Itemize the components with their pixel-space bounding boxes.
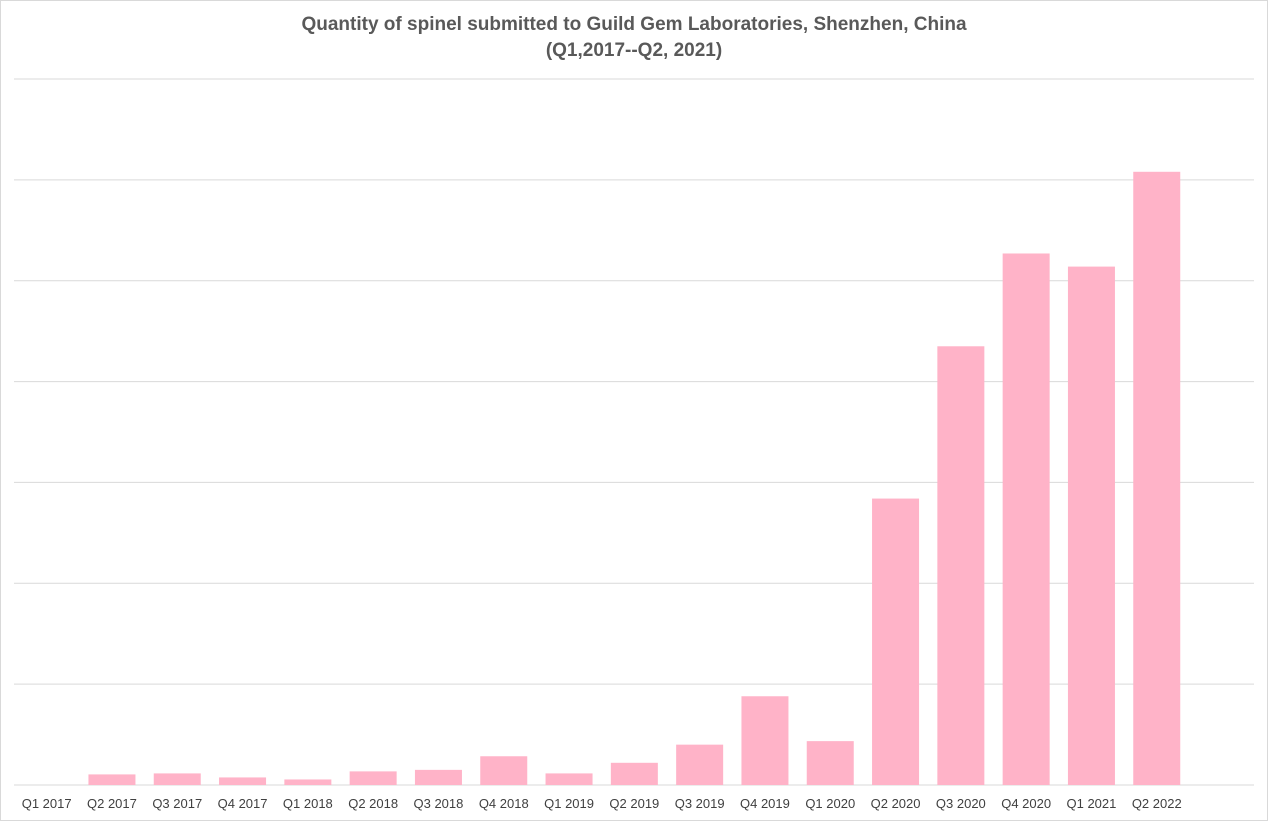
x-tick-label: Q1 2020: [805, 796, 855, 811]
x-tick-label: Q2 2018: [348, 796, 398, 811]
x-tick-label: Q1 2019: [544, 796, 594, 811]
bar: [1133, 171, 1181, 785]
x-tick-label: Q3 2020: [936, 796, 986, 811]
x-tick-label: Q4 2020: [1001, 796, 1051, 811]
bar: [937, 346, 985, 785]
chart-title: Quantity of spinel submitted to Guild Ge…: [301, 14, 967, 35]
bar: [414, 769, 462, 785]
x-tick-labels: Q1 2017 Q2 2017 Q3 2017 Q4 2017 Q1 2018 Q2 20…: [22, 796, 1182, 811]
bar: [1002, 253, 1050, 786]
bar: [872, 498, 920, 785]
bar: [284, 779, 332, 785]
bar: [88, 774, 136, 785]
bar: [153, 773, 201, 785]
bar: [219, 777, 267, 785]
bar: [806, 741, 854, 785]
x-tick-label: Q3 2017: [152, 796, 202, 811]
x-tick-label: Q2 2017: [87, 796, 137, 811]
bar: [610, 762, 658, 785]
bar: [1067, 266, 1115, 785]
bar: [741, 696, 789, 785]
x-tick-label: Q1 2018: [283, 796, 333, 811]
bar: [480, 756, 528, 785]
x-tick-label: Q4 2017: [218, 796, 268, 811]
bars: [88, 171, 1181, 786]
x-tick-label: Q2 2022: [1132, 796, 1182, 811]
bar: [545, 773, 593, 785]
x-tick-label: Q4 2018: [479, 796, 529, 811]
x-tick-label: Q3 2019: [675, 796, 725, 811]
chart-title-block: Quantity of spinel submitted to Guild Ge…: [0, 12, 1268, 64]
x-tick-label: Q1 2017: [22, 796, 72, 811]
chart-subtitle: (Q1,2017--Q2, 2021): [545, 40, 723, 61]
x-tick-label: Q3 2018: [414, 796, 464, 811]
x-tick-label: Q4 2019: [740, 796, 790, 811]
bar: [349, 771, 397, 785]
x-tick-label: Q1 2021: [1067, 796, 1117, 811]
bar: [676, 744, 724, 785]
x-tick-label: Q2 2020: [871, 796, 921, 811]
x-tick-label: Q2 2019: [609, 796, 659, 811]
